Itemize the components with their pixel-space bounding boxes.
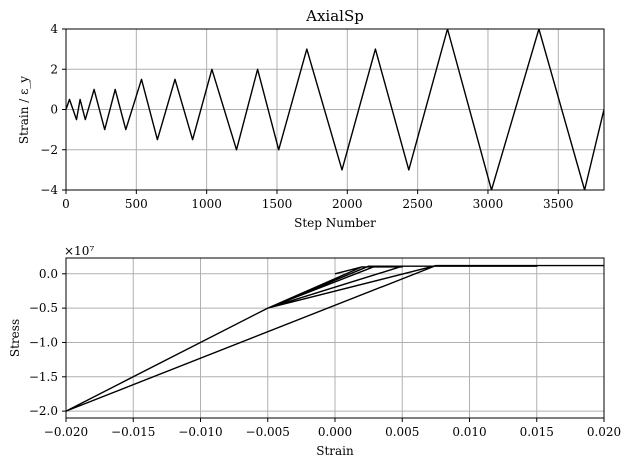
strain-history-chart: AxialSp 0 500 1000 1500 2000 2500 3000 3500 −4−… bbox=[17, 7, 605, 230]
y-axis-label: Strain / ε_y bbox=[17, 76, 31, 144]
x-tick-label: 0.000 bbox=[318, 425, 352, 439]
x-tick-label: 500 bbox=[125, 197, 148, 211]
stress-strain-chart: −0.020 −0.015 −0.010 −0.005 0.000 0.005 0.010 0… bbox=[8, 244, 621, 458]
y-tick-label: −2 bbox=[40, 143, 58, 157]
y-tick-label: −1.0 bbox=[29, 335, 58, 349]
x-tick-label: 1500 bbox=[262, 197, 293, 211]
x-axis-label: Step Number bbox=[294, 216, 376, 230]
y-tick-label: 4 bbox=[50, 22, 58, 36]
y-tick-label: 0 bbox=[50, 103, 58, 117]
x-tick-label: 0.005 bbox=[385, 425, 419, 439]
x-tick-label: 0.015 bbox=[520, 425, 554, 439]
x-tick-label: −0.005 bbox=[246, 425, 290, 439]
x-tick-label: 0.010 bbox=[452, 425, 486, 439]
y-tick-label: −4 bbox=[40, 183, 58, 197]
x-axis-ticks: 0 500 1000 1500 2000 2500 3000 3500 bbox=[62, 190, 574, 211]
x-axis-label: Strain bbox=[316, 444, 354, 458]
y-axis-ticks: −2.0 −1.5 −1.0 −0.5 0.0 bbox=[29, 267, 66, 418]
series-layer bbox=[66, 264, 604, 412]
series-line bbox=[66, 264, 604, 412]
x-tick-label: 3500 bbox=[543, 197, 574, 211]
x-tick-label: 2500 bbox=[402, 197, 433, 211]
y-axis-ticks: −4 −2 0 2 4 bbox=[40, 22, 66, 197]
y-tick-label: −1.5 bbox=[29, 370, 58, 384]
x-tick-label: −0.015 bbox=[111, 425, 155, 439]
chart-title: AxialSp bbox=[305, 7, 364, 25]
x-tick-label: −0.020 bbox=[44, 425, 88, 439]
series-line bbox=[66, 29, 604, 190]
x-axis-ticks: −0.020 −0.015 −0.010 −0.005 0.000 0.005 0.010 0… bbox=[44, 418, 621, 439]
y-axis-offset-label: ×10⁷ bbox=[64, 244, 94, 258]
x-tick-label: 1000 bbox=[191, 197, 222, 211]
x-tick-label: 2000 bbox=[332, 197, 363, 211]
x-tick-label: −0.010 bbox=[178, 425, 222, 439]
series-layer bbox=[66, 29, 604, 190]
y-tick-label: 0.0 bbox=[39, 267, 58, 281]
x-tick-label: 0.020 bbox=[587, 425, 621, 439]
grid-lines bbox=[65, 28, 604, 191]
y-tick-label: −0.5 bbox=[29, 301, 58, 315]
y-axis-label: Stress bbox=[8, 319, 22, 357]
x-tick-label: 3000 bbox=[473, 197, 504, 211]
y-tick-label: −2.0 bbox=[29, 404, 58, 418]
y-tick-label: 2 bbox=[50, 62, 58, 76]
x-tick-label: 0 bbox=[62, 197, 70, 211]
